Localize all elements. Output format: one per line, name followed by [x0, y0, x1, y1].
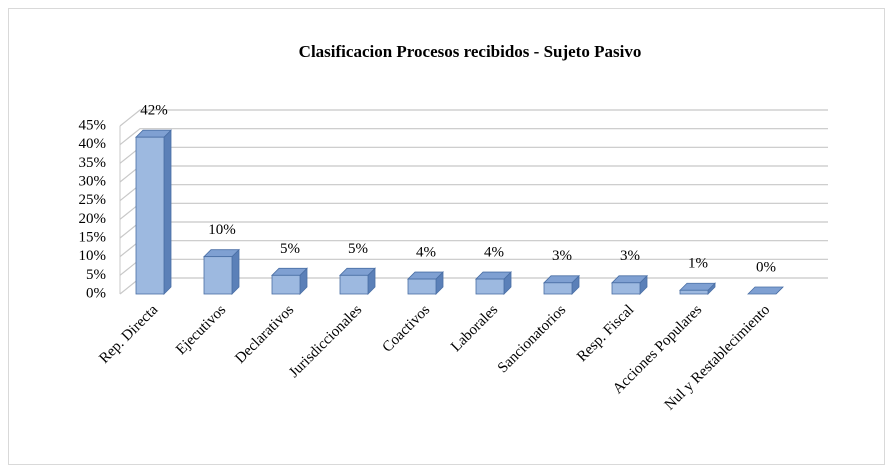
- bar: [271, 274, 301, 295]
- grid-line: [119, 128, 828, 146]
- data-label: 10%: [208, 222, 236, 238]
- data-label: 1%: [688, 256, 708, 272]
- y-tick-label: 45%: [79, 117, 107, 133]
- grid-line: [119, 109, 828, 127]
- bar: [203, 256, 233, 295]
- bar: [339, 274, 369, 295]
- bar-side: [231, 248, 240, 295]
- y-tick-label: 20%: [79, 211, 107, 227]
- bar: [679, 289, 709, 295]
- data-label: 0%: [756, 259, 776, 275]
- y-tick-label: 35%: [79, 155, 107, 171]
- y-tick-label: 10%: [79, 248, 107, 264]
- bar: [543, 282, 573, 295]
- data-label: 42%: [140, 103, 168, 119]
- y-tick-label: 25%: [79, 192, 107, 208]
- y-tick-label: 30%: [79, 173, 107, 189]
- bar-side: [163, 129, 172, 295]
- data-label: 3%: [552, 248, 572, 264]
- data-label: 3%: [620, 248, 640, 264]
- data-label: 5%: [280, 241, 300, 257]
- bar: [407, 278, 437, 295]
- y-tick-label: 5%: [86, 267, 106, 283]
- data-label: 5%: [348, 241, 368, 257]
- y-tick-label: 40%: [79, 136, 107, 152]
- data-label: 4%: [416, 245, 436, 261]
- chart-title: Clasificacion Procesos recibidos - Sujet…: [299, 42, 642, 61]
- y-tick-label: 15%: [79, 229, 107, 245]
- bar: [135, 136, 165, 295]
- data-label: 4%: [484, 245, 504, 261]
- bar: [475, 278, 505, 295]
- y-tick-label: 0%: [86, 285, 106, 301]
- bar: [611, 282, 641, 295]
- bar-top: [747, 286, 784, 295]
